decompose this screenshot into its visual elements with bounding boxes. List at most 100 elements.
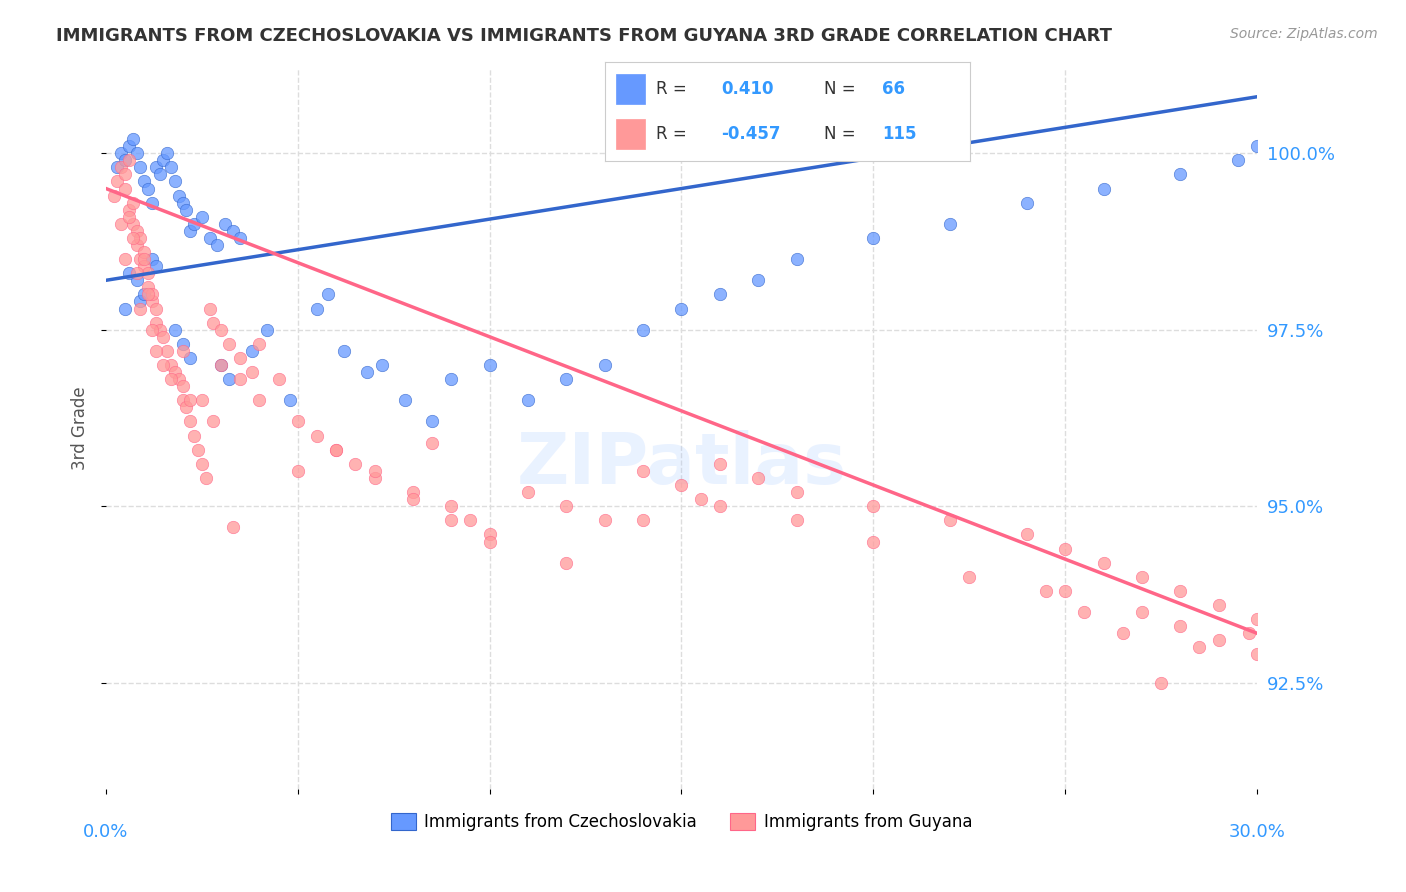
Point [134, 245, 156, 260]
Point [1246, 648, 1268, 662]
Text: ZIPatlas: ZIPatlas [516, 430, 846, 499]
Point [218, 336, 240, 351]
Point [167, 372, 190, 386]
Point [160, 358, 183, 372]
Point [110, 217, 132, 231]
Point [363, 471, 385, 485]
Point [129, 161, 152, 175]
Y-axis label: 3rd Grade: 3rd Grade [72, 387, 89, 470]
Point [172, 336, 194, 351]
Text: R =: R = [655, 80, 686, 98]
Point [460, 513, 482, 527]
Point [202, 316, 225, 330]
Point [709, 457, 731, 471]
Point [149, 168, 172, 182]
Point [221, 224, 243, 238]
Point [517, 393, 540, 408]
Point [1168, 619, 1191, 633]
Point [593, 513, 616, 527]
Point [134, 252, 156, 267]
Point [517, 485, 540, 500]
Point [1168, 168, 1191, 182]
Point [145, 259, 167, 273]
Point [114, 181, 136, 195]
Point [247, 393, 270, 408]
Point [229, 351, 252, 365]
Point [163, 174, 186, 188]
Point [149, 323, 172, 337]
Point [555, 500, 578, 514]
Point [107, 161, 129, 175]
Point [114, 168, 136, 182]
Point [1246, 139, 1268, 153]
Point [356, 365, 378, 379]
Point [747, 471, 769, 485]
Point [179, 415, 201, 429]
Point [1246, 612, 1268, 626]
Point [183, 428, 205, 442]
Point [118, 153, 141, 168]
Point [287, 415, 309, 429]
Point [152, 358, 174, 372]
Point [114, 301, 136, 316]
Point [160, 372, 183, 386]
Point [129, 301, 152, 316]
Point [205, 238, 228, 252]
Point [1168, 583, 1191, 598]
Point [240, 365, 263, 379]
Point [247, 336, 270, 351]
Point [118, 139, 141, 153]
Point [786, 485, 808, 500]
Point [318, 287, 340, 301]
Point [363, 464, 385, 478]
Point [141, 252, 163, 267]
Point [110, 146, 132, 161]
Point [786, 252, 808, 267]
Point [125, 266, 148, 280]
Point [145, 301, 167, 316]
Point [1226, 153, 1249, 168]
Point [145, 161, 167, 175]
Point [1150, 675, 1173, 690]
Point [141, 294, 163, 309]
Point [110, 161, 132, 175]
Point [229, 231, 252, 245]
Text: 0.0%: 0.0% [83, 823, 128, 841]
Point [202, 415, 225, 429]
Legend: Immigrants from Czechoslovakia, Immigrants from Guyana: Immigrants from Czechoslovakia, Immigran… [384, 806, 979, 838]
Point [145, 343, 167, 358]
Point [141, 195, 163, 210]
Text: Source: ZipAtlas.com: Source: ZipAtlas.com [1230, 27, 1378, 41]
Point [118, 202, 141, 217]
Text: 115: 115 [883, 125, 917, 143]
Point [478, 534, 501, 549]
Text: R =: R = [655, 125, 686, 143]
Point [747, 273, 769, 287]
Point [267, 372, 290, 386]
Text: N =: N = [824, 80, 855, 98]
Point [136, 280, 159, 294]
Point [939, 217, 962, 231]
Point [145, 316, 167, 330]
Point [134, 259, 156, 273]
Point [141, 287, 163, 301]
Point [1239, 626, 1261, 640]
Point [1208, 633, 1230, 648]
Point [440, 500, 463, 514]
Point [1112, 626, 1135, 640]
Point [125, 273, 148, 287]
Point [402, 492, 425, 507]
Point [114, 252, 136, 267]
Point [129, 231, 152, 245]
Point [709, 287, 731, 301]
Point [172, 379, 194, 393]
Point [141, 323, 163, 337]
Point [689, 492, 711, 507]
Text: 0.410: 0.410 [721, 80, 775, 98]
Point [160, 161, 183, 175]
Point [344, 457, 367, 471]
Point [371, 358, 394, 372]
Text: IMMIGRANTS FROM CZECHOSLOVAKIA VS IMMIGRANTS FROM GUYANA 3RD GRADE CORRELATION C: IMMIGRANTS FROM CZECHOSLOVAKIA VS IMMIGR… [56, 27, 1112, 45]
Point [214, 217, 236, 231]
Point [125, 146, 148, 161]
